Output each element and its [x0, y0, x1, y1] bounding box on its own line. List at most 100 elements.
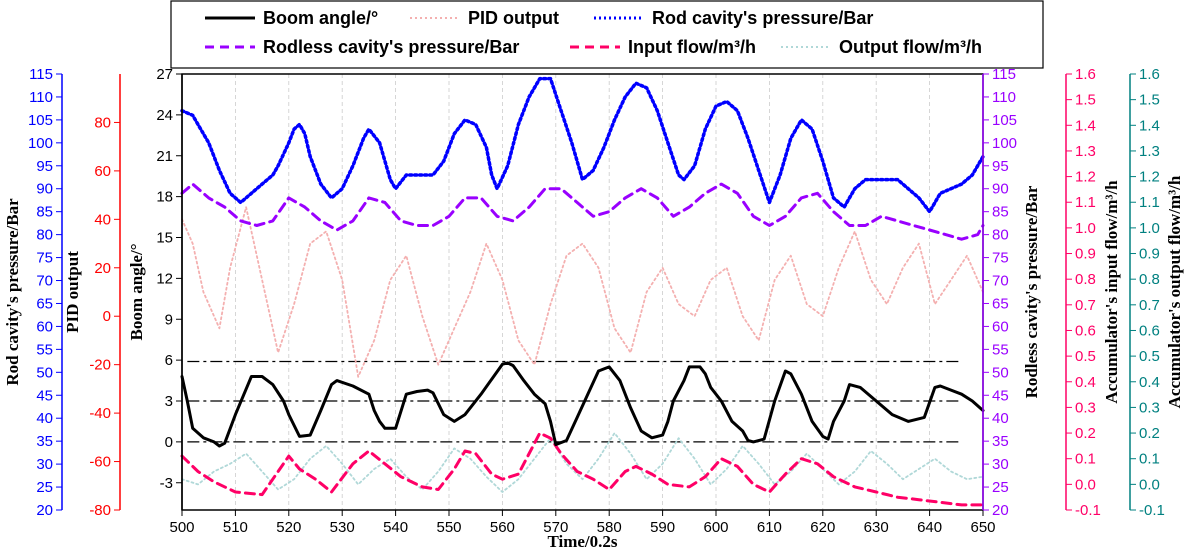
y-tick-label-rod: 115: [29, 66, 53, 83]
y-tick-label-acc_in: 0.6: [1075, 322, 1096, 339]
x-tick-label: 500: [169, 519, 194, 536]
legend-label-pid-output: PID output: [468, 8, 559, 28]
y-tick-label-acc_out: 1.4: [1139, 117, 1160, 134]
y-tick-label-boom: 6: [165, 352, 173, 369]
y-tick-label-acc_out: 0.3: [1139, 399, 1160, 416]
reference-lines-layer: [187, 360, 962, 443]
y-tick-label-acc_in: 0.7: [1075, 297, 1096, 314]
y-tick-label-boom: 18: [156, 189, 173, 206]
x-tick-label: 600: [703, 519, 728, 536]
y-tick-label-rodless: 45: [992, 387, 1009, 404]
y-tick-label-acc_out: 0.9: [1139, 246, 1160, 263]
x-tick-label: 640: [917, 519, 942, 536]
legend-label-boom-angle: Boom angle/°: [263, 8, 378, 28]
y-tick-label-acc_out: 1.0: [1139, 220, 1160, 237]
y-tick-label-rodless: 40: [992, 410, 1009, 427]
series-line-output-flow-m-h: [181, 432, 984, 493]
x-tick-label: 550: [436, 519, 461, 536]
y-tick-label-acc_in: 0.1: [1075, 451, 1096, 468]
y-tick-label-rodless: 30: [992, 456, 1009, 473]
y-tick-label-acc_in: 0.9: [1075, 246, 1096, 263]
x-tick-label: 530: [330, 519, 355, 536]
y-tick-label-boom: -3: [160, 475, 173, 492]
y-tick-label-pid: 0: [103, 308, 111, 325]
x-tick-label: 620: [810, 519, 835, 536]
y-tick-label-rodless: 80: [992, 227, 1009, 244]
y-tick-label-pid: -60: [89, 454, 111, 471]
y-tick-label-rod: 95: [36, 158, 53, 175]
y-tick-label-acc_out: 1.1: [1139, 194, 1160, 211]
y-tick-label-rod: 110: [29, 89, 53, 106]
y-tick-label-acc_out: 0.0: [1139, 476, 1160, 493]
y-tick-label-rodless: 20: [992, 502, 1009, 519]
legend-box: [170, 0, 1044, 69]
y-tick-label-rod: 50: [36, 364, 53, 381]
y-tick-label-pid: -80: [89, 502, 111, 519]
y-tick-label-acc_in: 0.4: [1075, 374, 1096, 391]
y-tick-label-rodless: 95: [992, 158, 1009, 175]
axes-layer: 500 510 520 530 540 550 560 570 580 590 600 610 620 6…: [3, 66, 1184, 551]
y-tick-label-acc_in: -0.1: [1075, 502, 1101, 519]
y-tick-label-rod: 25: [36, 479, 53, 496]
series-line-rodless-cavity-s-pressure-bar: [180, 182, 985, 241]
y-tick-label-acc_in: 0.2: [1075, 425, 1096, 442]
y-tick-label-rod: 100: [28, 135, 53, 152]
y-tick-label-rod: 30: [36, 456, 53, 473]
y-tick-label-boom: 24: [156, 107, 173, 124]
y-tick-label-rod: 60: [36, 318, 53, 335]
legend-label-rodless-cavity-s-pressure-bar: Rodless cavity's pressure/Bar: [263, 37, 519, 57]
x-axis-title: Time/0.2s: [547, 532, 617, 551]
series-layer: [180, 76, 985, 507]
y-tick-label-rodless: 50: [992, 364, 1009, 381]
y-tick-label-pid: -20: [89, 357, 111, 374]
y-tick-label-rodless: 35: [992, 433, 1009, 450]
y-tick-label-acc_in: 0.5: [1075, 348, 1096, 365]
y-tick-label-acc_in: 1.1: [1075, 194, 1096, 211]
legend: Boom angle/° PID output Rod cavity's press…: [170, 0, 1044, 69]
y-tick-label-rod: 75: [36, 250, 53, 267]
series-line-boom-angle: [180, 361, 985, 448]
y-tick-label-boom: 15: [156, 230, 173, 247]
y-axis-title-boom: Boom angle/°: [127, 244, 146, 341]
y-tick-label-rod: 85: [36, 204, 53, 221]
x-tick-label: 520: [276, 519, 301, 536]
x-tick-label: 580: [597, 519, 622, 536]
y-tick-label-rodless: 70: [992, 273, 1009, 290]
y-tick-label-acc_out: 1.5: [1139, 92, 1160, 109]
y-axis-title-rodless: Rodless cavity's pressure/Bar: [1022, 185, 1041, 398]
y-tick-label-rod: 35: [36, 433, 53, 450]
y-axis-title-acc_in: Accumulator's input flow/m³/h: [1102, 180, 1121, 404]
grid-layer: [234, 74, 930, 510]
y-axis-title-acc_out: Accumulator's output flow/m³/h: [1165, 175, 1184, 408]
y-tick-label-rod: 40: [36, 410, 53, 427]
y-tick-label-rodless: 85: [992, 204, 1009, 221]
y-tick-label-rod: 45: [36, 387, 53, 404]
x-tick-label: 630: [864, 519, 889, 536]
x-tick-label: 510: [223, 519, 248, 536]
x-tick-label: 650: [970, 519, 995, 536]
y-tick-label-acc_out: 0.1: [1139, 451, 1160, 468]
y-tick-label-acc_out: 0.4: [1139, 374, 1160, 391]
y-tick-label-rodless: 75: [992, 250, 1009, 267]
y-tick-label-rod: 55: [36, 341, 53, 358]
y-tick-label-acc_in: 1.4: [1075, 117, 1096, 134]
y-tick-label-rodless: 90: [992, 181, 1009, 198]
series-line-input-flow-m-h: [180, 431, 985, 507]
x-tick-label: 610: [757, 519, 782, 536]
series-line-pid-output: [181, 206, 984, 378]
legend-label-input-flow-m-h: Input flow/m³/h: [628, 37, 756, 57]
y-tick-label-acc_out: 0.5: [1139, 348, 1160, 365]
y-tick-label-boom: 3: [165, 393, 173, 410]
y-tick-label-acc_out: 1.2: [1139, 169, 1160, 186]
y-tick-label-acc_in: 0.0: [1075, 476, 1096, 493]
y-tick-label-acc_out: 0.8: [1139, 271, 1160, 288]
y-tick-label-boom: 9: [165, 311, 173, 328]
legend-label-output-flow-m-h: Output flow/m³/h: [839, 37, 982, 57]
y-tick-label-acc_out: 0.7: [1139, 297, 1160, 314]
y-axis-title-pid: PID output: [63, 251, 82, 333]
y-tick-label-rodless: 105: [992, 112, 1017, 129]
x-tick-label: 540: [383, 519, 408, 536]
y-tick-label-pid: 60: [94, 163, 111, 180]
y-tick-label-acc_in: 0.8: [1075, 271, 1096, 288]
